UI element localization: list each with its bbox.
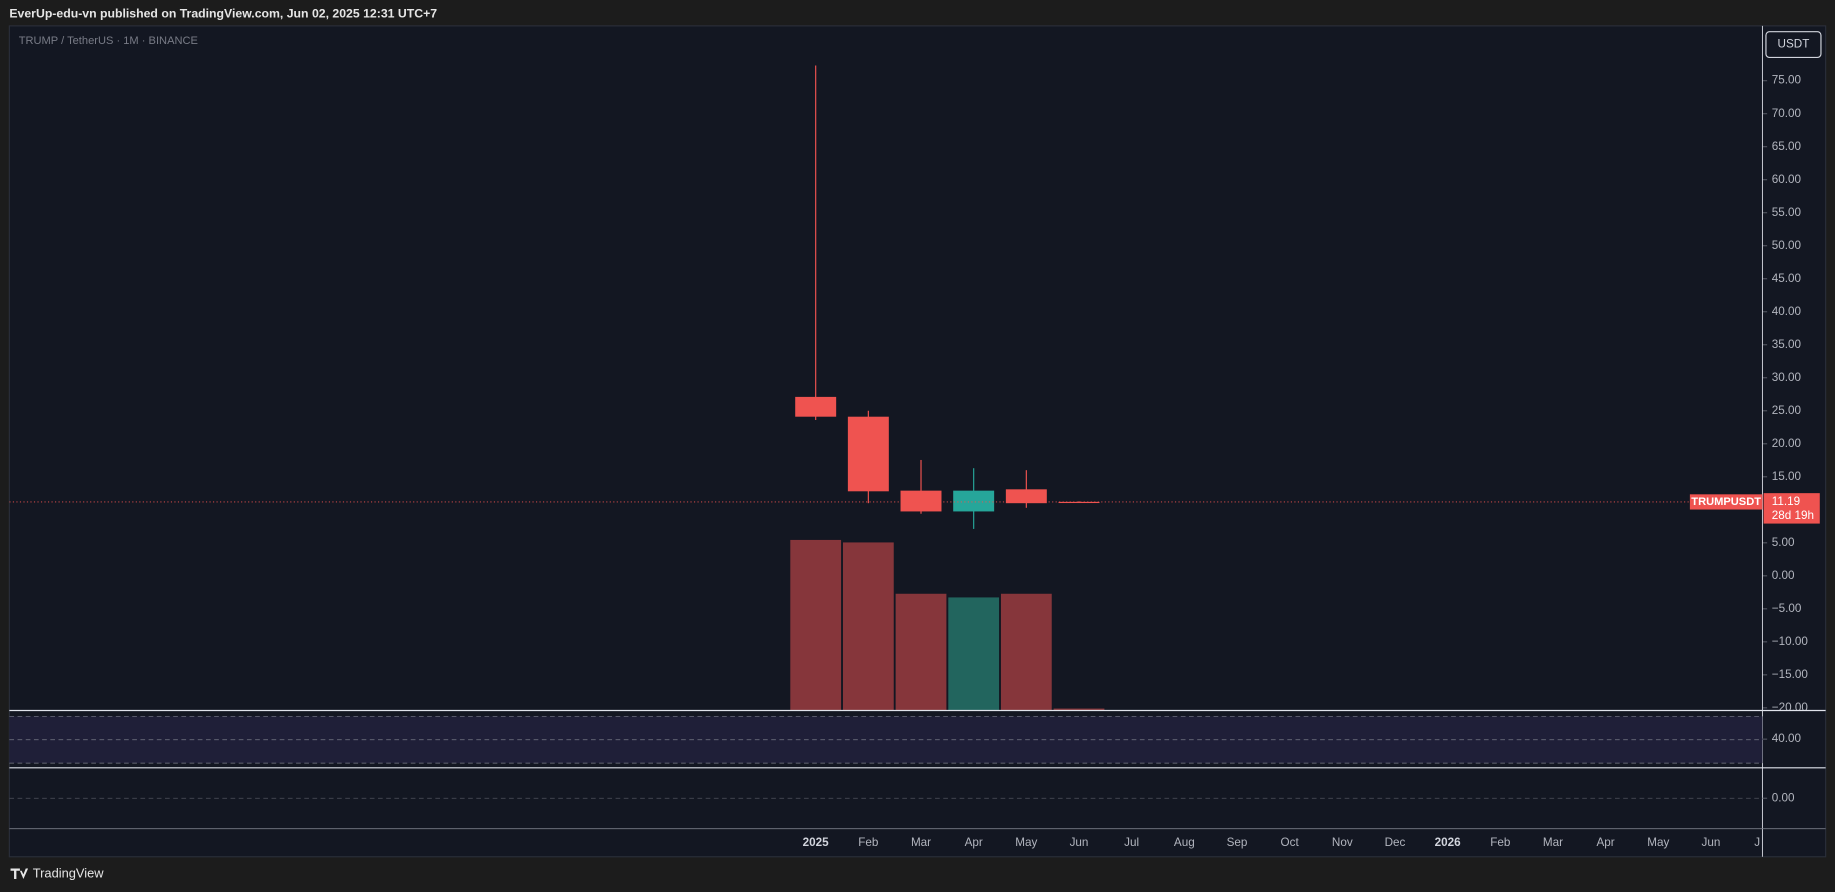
y-tick-label: −10.00 <box>1772 635 1809 648</box>
x-tick-label: Mar <box>911 836 931 849</box>
candle-body <box>1058 501 1100 504</box>
y-tick-label: 0.00 <box>1772 791 1795 804</box>
volume-bar <box>1000 593 1053 711</box>
y-tick-label: 30.00 <box>1772 371 1802 384</box>
last-price-box <box>1763 493 1820 524</box>
candle-body <box>953 490 995 512</box>
y-tick-label: −15.00 <box>1772 668 1809 681</box>
x-tick-label: Mar <box>1543 836 1563 849</box>
currency-button-frame[interactable] <box>1765 31 1822 59</box>
y-tick-label: 15.00 <box>1772 470 1802 483</box>
y-tick-label: 75.00 <box>1772 74 1802 87</box>
y-tick-label: 55.00 <box>1772 206 1802 219</box>
x-tick-label: Oct <box>1281 836 1300 849</box>
y-tick-label: 45.00 <box>1772 272 1802 285</box>
x-tick-label: 2025 <box>803 836 830 849</box>
y-tick-label: −20.00 <box>1772 701 1809 714</box>
currency-button-label[interactable]: USDT <box>1778 38 1810 51</box>
x-tick-label: May <box>1647 836 1669 849</box>
last-price-symbol: TRUMPUSDT <box>1691 496 1761 508</box>
last-price-symbol-box <box>1689 494 1763 510</box>
y-tick-label: 65.00 <box>1772 140 1802 153</box>
x-tick-label: Apr <box>965 836 983 849</box>
y-tick-label: 50.00 <box>1772 239 1802 252</box>
currency-button[interactable]: USDT <box>1765 31 1822 59</box>
y-tick-label: 0.00 <box>1772 569 1795 582</box>
candle-body <box>900 490 942 512</box>
x-tick-label: Jun <box>1070 836 1089 849</box>
candle-body <box>847 416 889 492</box>
volume-bar <box>842 541 895 711</box>
y-tick-label: 25.00 <box>1772 404 1802 417</box>
x-tick-label: 2026 <box>1435 836 1462 849</box>
brand: TradingView <box>33 866 104 881</box>
x-tick-label: May <box>1015 836 1037 849</box>
main-pane: −20.00 −15.00 −10.00 −5.00 0.00 5.00 15.00 20.0… <box>9 65 1809 714</box>
volume-bar <box>947 596 1000 711</box>
x-tick-label: Nov <box>1332 836 1353 849</box>
brand-logo <box>10 868 29 880</box>
y-tick-label: 40.00 <box>1772 732 1802 745</box>
y-tick-label: 20.00 <box>1772 437 1802 450</box>
y-tick-label: 70.00 <box>1772 107 1802 120</box>
plot <box>9 65 1763 711</box>
x-tick-label: Jun <box>1702 836 1721 849</box>
volume-bar <box>894 593 948 711</box>
x-tick-label: Aug <box>1174 836 1195 849</box>
countdown: 28d 19h <box>1772 509 1814 522</box>
x-tick-label: Dec <box>1385 836 1406 849</box>
x-tick-label: J <box>1754 836 1760 849</box>
y-tick-label: −5.00 <box>1772 602 1802 615</box>
publisher: EverUp-edu-vn published on TradingView.c… <box>9 6 437 20</box>
y-tick-label: 5.00 <box>1772 536 1795 549</box>
candle-body <box>795 396 837 417</box>
x-tick-label: Feb <box>1490 836 1511 849</box>
candle-body <box>1005 489 1047 504</box>
x-tick-label: Sep <box>1227 836 1248 849</box>
x-tick-label: Jul <box>1124 836 1139 849</box>
last-price-value: 11.19 <box>1772 495 1800 508</box>
legend: TRUMP / TetherUS · 1M · BINANCE <box>19 35 198 47</box>
x-tick-label: Apr <box>1597 836 1615 849</box>
x-tick-label: Feb <box>858 836 879 849</box>
volume-bar <box>789 539 842 711</box>
y-tick-label: 40.00 <box>1772 305 1802 318</box>
y-tick-label: 60.00 <box>1772 173 1802 186</box>
footer: TradingView <box>10 866 104 881</box>
y-tick-label: 35.00 <box>1772 338 1802 351</box>
